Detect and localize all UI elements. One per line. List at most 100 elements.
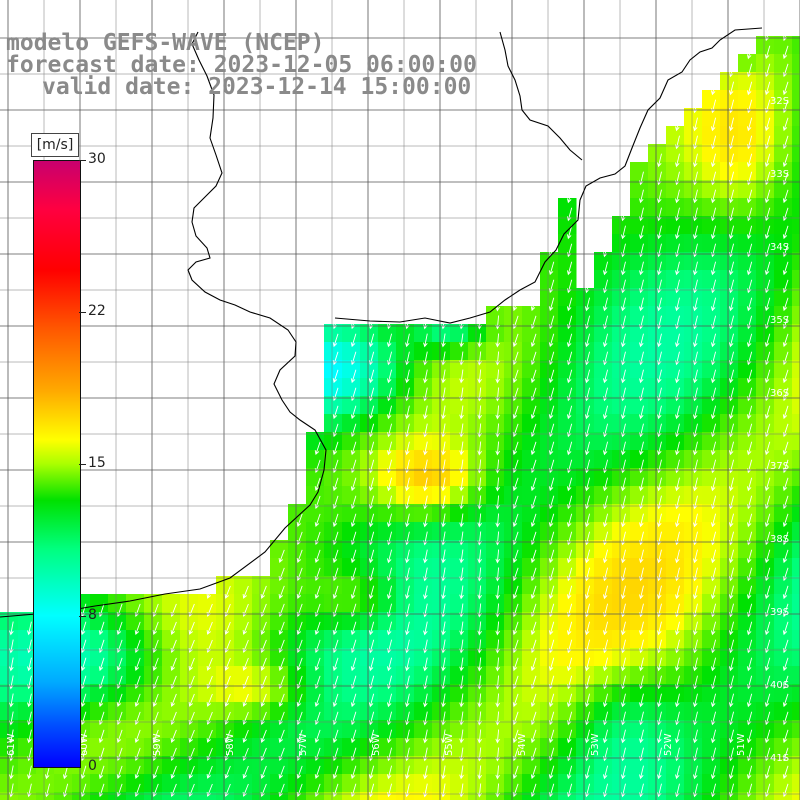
- wind-cell: [18, 630, 37, 649]
- wind-cell: [612, 522, 631, 541]
- wind-cell: [702, 306, 721, 325]
- wind-cell: [738, 630, 757, 649]
- wind-arrow: [314, 765, 321, 779]
- wind-arrow: [350, 765, 357, 780]
- wind-cell: [612, 612, 631, 631]
- wind-cell: [702, 576, 721, 595]
- wind-arrow: [332, 477, 339, 492]
- wind-cell: [360, 576, 379, 595]
- wind-arrow: [512, 729, 519, 744]
- wind-cell: [342, 720, 361, 739]
- wind-cell: [612, 306, 631, 325]
- wind-cell: [180, 720, 199, 739]
- wind-arrow: [548, 261, 555, 276]
- wind-cell: [342, 450, 361, 469]
- wind-cell: [666, 252, 685, 271]
- wind-cell: [324, 666, 343, 685]
- wind-cell: [756, 648, 775, 667]
- wind-cell: [468, 666, 487, 685]
- wind-arrow: [657, 693, 662, 708]
- wind-arrow: [332, 333, 339, 348]
- wind-arrow: [566, 441, 573, 456]
- wind-cell: [324, 720, 343, 739]
- wind-arrow: [278, 693, 285, 707]
- wind-cell: [342, 360, 361, 379]
- wind-cell: [612, 792, 631, 800]
- wind-cell: [396, 342, 415, 361]
- wind-cell: [324, 594, 343, 613]
- wind-cell: [414, 666, 433, 685]
- wind-cell: [504, 702, 523, 721]
- wind-cell: [180, 594, 199, 613]
- wind-arrow: [170, 693, 177, 707]
- wind-cell: [378, 720, 397, 739]
- wind-cell: [630, 450, 649, 469]
- wind-cell: [306, 684, 325, 703]
- wind-cell: [252, 702, 271, 721]
- wind-cell: [648, 306, 667, 325]
- wind-cell: [108, 738, 127, 757]
- wind-cell: [594, 324, 613, 343]
- wind-cell: [414, 630, 433, 649]
- wind-cell: [774, 36, 793, 55]
- wind-cell: [720, 720, 739, 739]
- wind-cell: [648, 468, 667, 487]
- wind-cell: [738, 450, 757, 469]
- wind-arrow: [602, 693, 609, 708]
- wind-arrow: [620, 369, 626, 384]
- wind-arrow: [620, 693, 626, 708]
- wind-arrow: [584, 693, 591, 708]
- wind-cell: [576, 414, 595, 433]
- wind-cell: [648, 666, 667, 685]
- wind-cell: [612, 324, 631, 343]
- wind-arrow: [728, 369, 735, 384]
- wind-cell: [630, 432, 649, 451]
- wind-arrow: [548, 333, 555, 348]
- wind-arrow: [782, 225, 789, 240]
- wind-cell: [756, 720, 775, 739]
- wind-cell: [720, 144, 739, 163]
- wind-arrow: [477, 513, 482, 528]
- wind-cell: [414, 486, 433, 505]
- wind-arrow: [134, 621, 141, 635]
- wind-cell: [648, 720, 667, 739]
- wind-cell: [648, 774, 667, 793]
- wind-cell: [684, 702, 703, 721]
- wind-cell: [468, 396, 487, 415]
- wind-cell: [468, 630, 487, 649]
- wind-cell: [576, 720, 595, 739]
- wind-cell: [126, 684, 145, 703]
- wind-cell: [738, 216, 757, 235]
- wind-cell: [306, 738, 325, 757]
- wind-arrow: [710, 441, 717, 456]
- wind-cell: [450, 720, 469, 739]
- wind-cell: [360, 720, 379, 739]
- wind-cell: [558, 540, 577, 559]
- wind-cell: [792, 216, 800, 235]
- wind-arrow: [332, 657, 339, 672]
- wind-arrow: [242, 621, 249, 635]
- wind-cell: [270, 756, 289, 775]
- wind-cell: [630, 252, 649, 271]
- wind-cell: [216, 702, 235, 721]
- wind-cell: [414, 450, 433, 469]
- wind-cell: [702, 522, 721, 541]
- wind-arrow: [764, 405, 771, 420]
- wind-cell: [576, 432, 595, 451]
- wind-cell: [702, 378, 721, 397]
- wind-arrow: [170, 621, 177, 635]
- wind-cell: [702, 216, 721, 235]
- wind-cell: [432, 468, 451, 487]
- wind-arrow: [675, 225, 680, 240]
- wind-cell: [540, 288, 559, 307]
- wind-cell: [720, 468, 739, 487]
- wind-cell: [144, 702, 163, 721]
- wind-cell: [396, 612, 415, 631]
- wind-cell: [90, 594, 109, 613]
- wind-cell: [756, 432, 775, 451]
- wind-cell: [594, 468, 613, 487]
- wind-cell: [702, 450, 721, 469]
- wind-cell: [360, 684, 379, 703]
- wind-cell: [648, 738, 667, 757]
- wind-cell: [558, 738, 577, 757]
